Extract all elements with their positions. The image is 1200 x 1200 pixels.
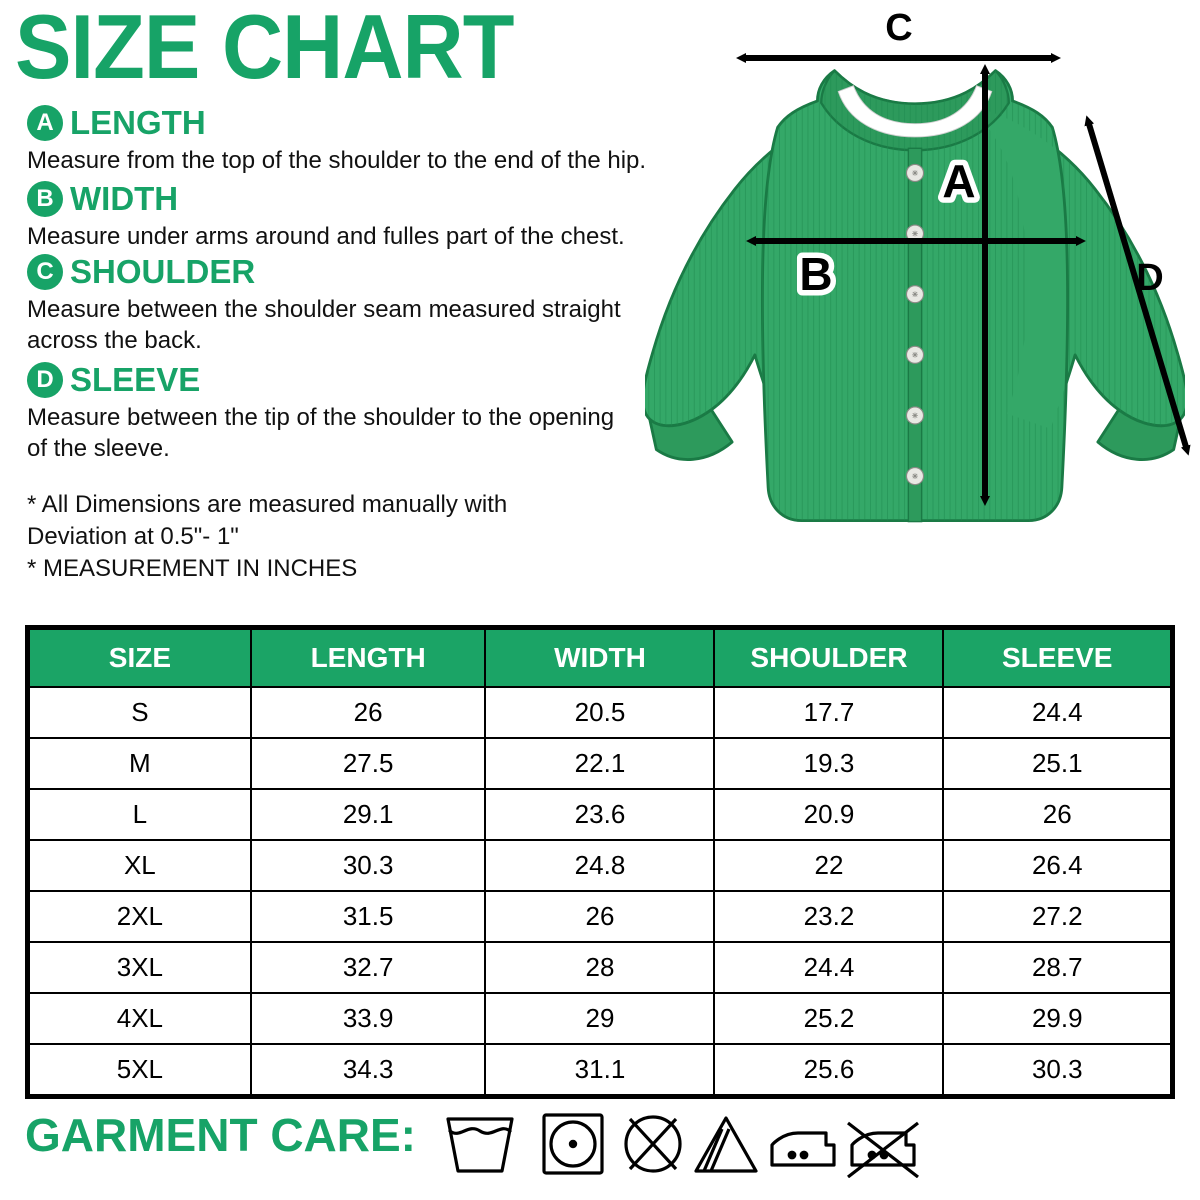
- svg-text:D: D: [1136, 257, 1163, 299]
- svg-text:C: C: [885, 7, 912, 49]
- svg-text:B: B: [799, 248, 832, 300]
- svg-text:A: A: [942, 155, 975, 207]
